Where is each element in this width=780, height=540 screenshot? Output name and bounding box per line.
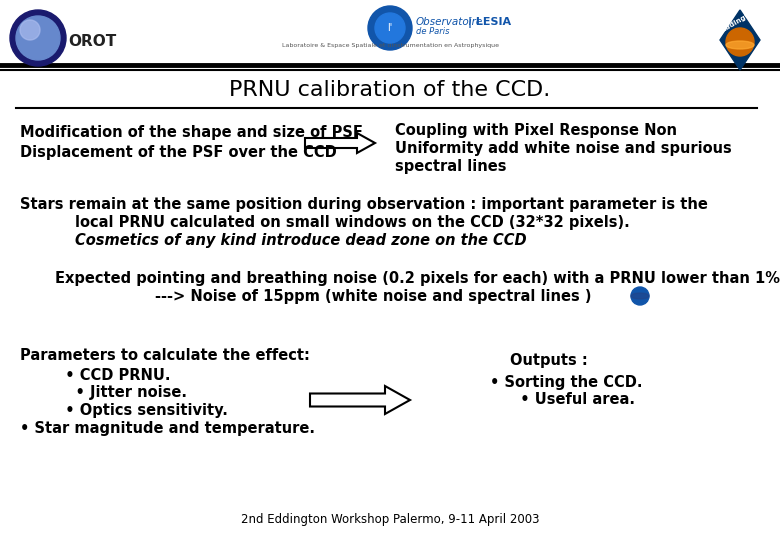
Text: Displacement of the PSF over the CCD: Displacement of the PSF over the CCD — [20, 145, 337, 159]
FancyArrow shape — [305, 133, 375, 153]
Text: Expected pointing and breathing noise (0.2 pixels for each) with a PRNU lower th: Expected pointing and breathing noise (0… — [55, 271, 780, 286]
Text: Modification of the shape and size of PSF: Modification of the shape and size of PS… — [20, 125, 363, 140]
Text: • Sorting the CCD.: • Sorting the CCD. — [490, 375, 643, 389]
Text: PRNU calibration of the CCD.: PRNU calibration of the CCD. — [229, 80, 551, 100]
Text: • Star magnitude and temperature.: • Star magnitude and temperature. — [20, 422, 315, 436]
Circle shape — [20, 20, 40, 40]
Text: 2nd Eddington Workshop Palermo, 9-11 April 2003: 2nd Eddington Workshop Palermo, 9-11 Apr… — [241, 514, 539, 526]
Text: Outputs :: Outputs : — [510, 353, 588, 368]
Text: Observatoire: Observatoire — [416, 17, 484, 27]
FancyArrow shape — [310, 386, 410, 414]
Text: Coupling with Pixel Response Non: Coupling with Pixel Response Non — [395, 123, 677, 138]
Text: spectral lines: spectral lines — [395, 159, 506, 173]
Text: Cosmetics of any kind introduce dead zone on the CCD: Cosmetics of any kind introduce dead zon… — [75, 233, 526, 247]
Text: Laboratoire & Espace Spatiale et dInstrumentation en Astrophysique: Laboratoire & Espace Spatiale et dInstru… — [282, 43, 498, 48]
Circle shape — [375, 13, 405, 43]
Text: OROT: OROT — [68, 35, 116, 50]
Text: ---> Noise of 15ppm (white noise and spectral lines ): ---> Noise of 15ppm (white noise and spe… — [155, 288, 591, 303]
Text: Eddington: Eddington — [721, 7, 759, 33]
Text: • Useful area.: • Useful area. — [510, 393, 635, 408]
Circle shape — [726, 28, 754, 56]
Circle shape — [631, 287, 649, 305]
Text: de Paris: de Paris — [416, 28, 449, 37]
Circle shape — [16, 16, 60, 60]
Text: Stars remain at the same position during observation : important parameter is th: Stars remain at the same position during… — [20, 198, 708, 213]
Circle shape — [10, 10, 66, 66]
Text: Parameters to calculate the effect:: Parameters to calculate the effect: — [20, 348, 310, 362]
Text: • Jitter noise.: • Jitter noise. — [55, 386, 187, 401]
Text: | LESIA: | LESIA — [468, 17, 511, 28]
Text: l': l' — [388, 23, 392, 33]
Text: local PRNU calculated on small windows on the CCD (32*32 pixels).: local PRNU calculated on small windows o… — [75, 214, 629, 230]
Text: Uniformity add white noise and spurious: Uniformity add white noise and spurious — [395, 140, 732, 156]
Text: • CCD PRNU.: • CCD PRNU. — [55, 368, 171, 382]
Polygon shape — [720, 10, 760, 70]
Text: • Optics sensitivity.: • Optics sensitivity. — [55, 403, 228, 418]
Ellipse shape — [726, 41, 754, 49]
Circle shape — [368, 6, 412, 50]
Ellipse shape — [631, 293, 649, 299]
